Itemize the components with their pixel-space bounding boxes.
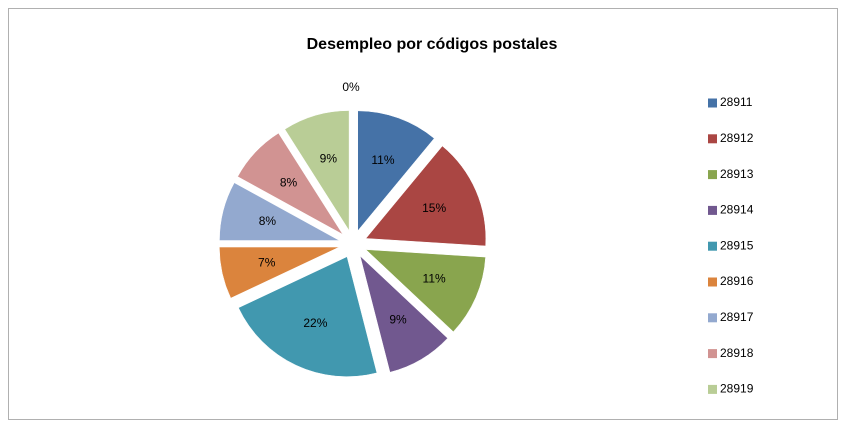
legend-label: 28919	[720, 382, 754, 396]
data-label: 0%	[342, 80, 360, 94]
legend-swatch	[708, 313, 717, 323]
legend-label: 28911	[720, 95, 753, 109]
legend-label: 28913	[720, 167, 754, 181]
legend-label: 28912	[720, 131, 754, 145]
legend-swatch	[708, 349, 717, 359]
pie-slice	[359, 255, 448, 373]
data-label: 11%	[423, 271, 446, 285]
legend-swatch	[708, 98, 717, 108]
legend-label: 28918	[720, 346, 754, 360]
pie-slice	[365, 145, 487, 247]
legend-label: 28917	[720, 310, 754, 324]
data-label: 9%	[320, 151, 338, 165]
legend-label: 28914	[720, 203, 754, 217]
legend-swatch	[708, 241, 717, 251]
legend-swatch	[708, 134, 717, 144]
pie-slice	[284, 110, 350, 232]
legend-swatch	[708, 205, 717, 215]
pie-slice	[238, 256, 378, 377]
pie-slice	[219, 246, 340, 299]
pie-slice	[237, 132, 344, 235]
data-label: 22%	[303, 316, 327, 330]
legend-swatch	[708, 384, 717, 394]
legend-label: 28915	[720, 238, 754, 252]
pie-slice	[219, 182, 340, 241]
pie-slice	[357, 110, 435, 232]
data-label: 8%	[280, 176, 298, 190]
chart-title: Desempleo por códigos postales	[307, 36, 558, 53]
legend-swatch	[708, 277, 717, 287]
data-label: 7%	[258, 255, 276, 269]
legend-swatch	[708, 170, 717, 180]
pie-slice	[365, 249, 486, 333]
data-label: 11%	[371, 153, 394, 167]
data-label: 8%	[259, 214, 277, 228]
data-label: 15%	[422, 201, 446, 215]
legend-label: 28916	[720, 274, 754, 288]
data-label: 9%	[389, 312, 407, 326]
